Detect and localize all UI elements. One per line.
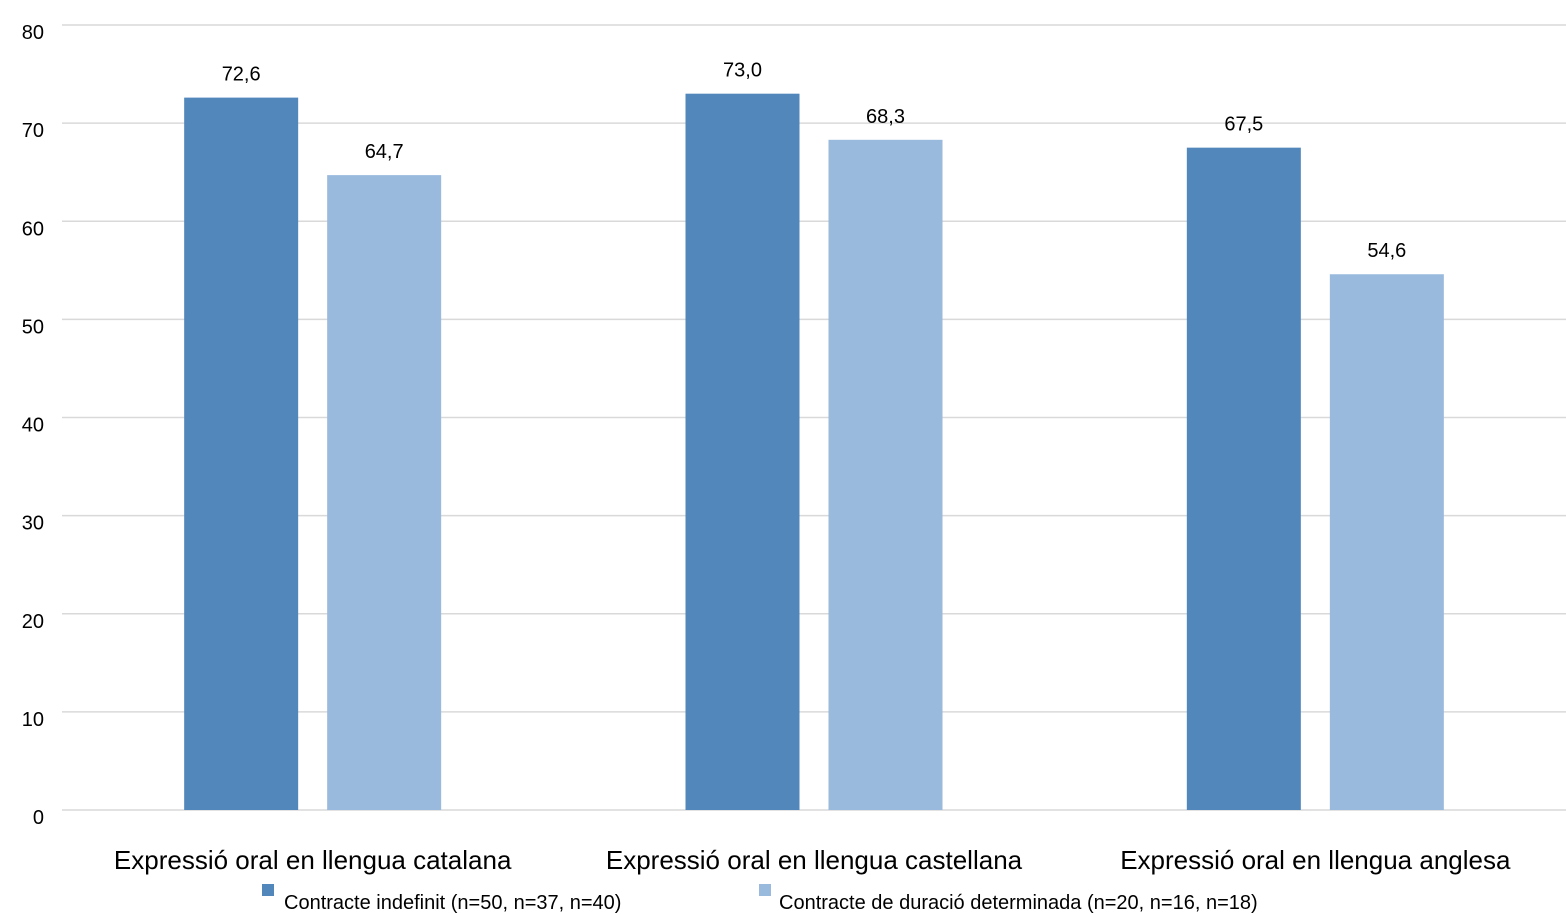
bars: [184, 93, 1444, 811]
legend-label-2: Contracte de duració determinada (n=20, …: [779, 892, 1258, 914]
y-tick-label: 10: [22, 709, 44, 731]
category-label: Expressió oral en llengua catalana: [114, 845, 512, 875]
data-label: 64,7: [365, 141, 404, 163]
y-axis-ticks: 0 10 20 30 40 50 60 70 80: [22, 22, 44, 829]
y-tick-label: 50: [22, 316, 44, 338]
gridlines: [62, 24, 1566, 811]
category-label: Expressió oral en llengua castellana: [606, 845, 1023, 875]
legend-swatch-1: [262, 884, 274, 896]
y-tick-label: 30: [22, 513, 44, 535]
data-label: 73,0: [723, 60, 762, 82]
y-tick-label: 70: [22, 120, 44, 142]
bar-1-1: [184, 97, 299, 811]
bar-2-2: [828, 139, 943, 810]
y-tick-label: 0: [33, 807, 44, 829]
bar-2-1: [327, 175, 442, 811]
y-tick-label: 80: [22, 22, 44, 44]
y-tick-label: 60: [22, 218, 44, 240]
legend-swatch-2: [759, 884, 771, 896]
x-axis-categories: Expressió oral en llengua catalana Expres…: [114, 845, 1511, 875]
data-labels: 72,6 64,7 73,0 68,3 67,5 54,6: [222, 60, 1407, 263]
data-label: 67,5: [1224, 114, 1263, 136]
category-label: Expressió oral en llengua anglesa: [1120, 845, 1511, 875]
bar-2-3: [1329, 274, 1444, 810]
legend-label-1: Contracte indefinit (n=50, n=37, n=40): [284, 892, 621, 914]
data-label: 68,3: [866, 106, 905, 128]
bar-1-3: [1186, 147, 1301, 810]
data-label: 54,6: [1367, 240, 1406, 262]
bar-1-2: [685, 93, 800, 810]
legend: Contracte indefinit (n=50, n=37, n=40) Co…: [262, 884, 1258, 914]
data-label: 72,6: [222, 64, 261, 86]
y-tick-label: 40: [22, 415, 44, 437]
y-tick-label: 20: [22, 611, 44, 633]
